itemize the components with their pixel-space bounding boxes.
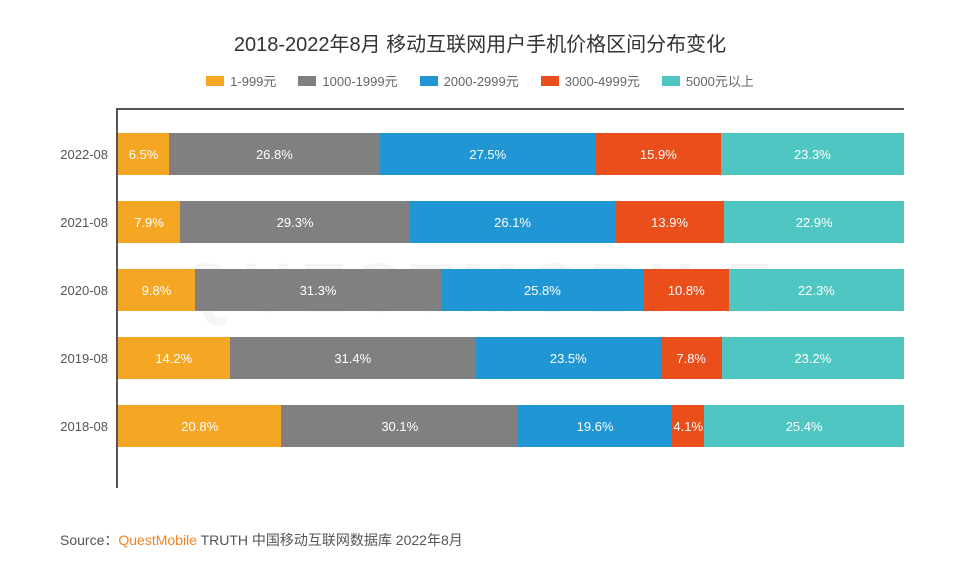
stacked-bar: 9.8% 31.3% 25.8% 10.8% 22.3% [118, 269, 904, 311]
source-prefix: Source： [60, 532, 118, 548]
stacked-bar: 14.2% 31.4% 23.5% 7.8% 23.2% [118, 337, 904, 379]
bar-segment: 22.9% [724, 201, 904, 243]
legend-label: 2000-2999元 [444, 71, 519, 90]
bar-segment: 31.4% [230, 337, 477, 379]
legend-item: 3000-4999元 [541, 71, 640, 90]
segment-value: 22.9% [796, 215, 833, 230]
legend-label: 1000-1999元 [322, 71, 397, 90]
chart-container: QUESTMOBILE 2018-2022年8月 移动互联网用户手机价格区间分布… [0, 0, 960, 576]
segment-value: 23.3% [794, 147, 831, 162]
legend-item: 5000元以上 [662, 71, 754, 90]
bar-row: 2022-086.5%26.8%27.5%15.9%23.3% [118, 124, 904, 184]
legend-label: 3000-4999元 [565, 71, 640, 90]
legend-label: 5000元以上 [686, 71, 754, 90]
legend-item: 2000-2999元 [420, 71, 519, 90]
source-brand: QuestMobile [118, 532, 197, 548]
chart-title: 2018-2022年8月 移动互联网用户手机价格区间分布变化 [36, 28, 924, 57]
segment-value: 9.8% [142, 283, 172, 298]
segment-value: 13.9% [651, 215, 688, 230]
segment-value: 20.8% [181, 419, 218, 434]
bar-segment: 25.4% [704, 405, 904, 447]
stacked-bar: 7.9% 29.3% 26.1% 13.9% 22.9% [118, 201, 904, 243]
segment-value: 26.1% [494, 215, 531, 230]
legend-swatch [298, 76, 316, 86]
bar-segment: 13.9% [615, 201, 724, 243]
bar-row: 2019-0814.2%31.4%23.5%7.8%23.2% [118, 328, 904, 388]
category-label: 2018-08 [38, 419, 108, 434]
bar-row: 2018-0820.8%30.1%19.6%4.1%25.4% [118, 396, 904, 456]
bar-segment: 7.9% [118, 201, 180, 243]
category-label: 2022-08 [38, 147, 108, 162]
segment-value: 7.9% [134, 215, 164, 230]
legend: 1-999元 1000-1999元 2000-2999元 3000-4999元 5000… [36, 71, 924, 90]
legend-swatch [420, 76, 438, 86]
bar-segment: 23.3% [721, 133, 904, 175]
legend-swatch [541, 76, 559, 86]
bar-segment: 7.8% [661, 337, 722, 379]
segment-value: 7.8% [676, 351, 706, 366]
bar-segment: 4.1% [672, 405, 704, 447]
segment-value: 23.5% [550, 351, 587, 366]
legend-label: 1-999元 [230, 71, 276, 90]
segment-value: 25.4% [786, 419, 823, 434]
bar-segment: 9.8% [118, 269, 195, 311]
bar-segment: 19.6% [518, 405, 672, 447]
bar-segment: 14.2% [118, 337, 230, 379]
bar-segment: 26.8% [169, 133, 380, 175]
bar-segment: 10.8% [644, 269, 729, 311]
bar-row: 2021-087.9%29.3%26.1%13.9%22.9% [118, 192, 904, 252]
segment-value: 31.4% [334, 351, 371, 366]
bar-segment: 15.9% [596, 133, 721, 175]
segment-value: 15.9% [640, 147, 677, 162]
segment-value: 25.8% [524, 283, 561, 298]
plot-area: 2022-086.5%26.8%27.5%15.9%23.3%2021-087.… [116, 108, 904, 488]
segment-value: 23.2% [794, 351, 831, 366]
bar-segment: 30.1% [281, 405, 518, 447]
bar-segment: 23.2% [722, 337, 904, 379]
source-rest: TRUTH 中国移动互联网数据库 2022年8月 [197, 532, 463, 548]
segment-value: 10.8% [668, 283, 705, 298]
segment-value: 30.1% [381, 419, 418, 434]
segment-value: 22.3% [798, 283, 835, 298]
bar-segment: 26.1% [410, 201, 615, 243]
category-label: 2021-08 [38, 215, 108, 230]
bar-segment: 27.5% [380, 133, 596, 175]
legend-item: 1000-1999元 [298, 71, 397, 90]
bar-segment: 20.8% [118, 405, 281, 447]
bar-segment: 25.8% [441, 269, 644, 311]
stacked-bar: 20.8% 30.1% 19.6% 4.1% 25.4% [118, 405, 904, 447]
bar-segment: 29.3% [180, 201, 410, 243]
stacked-bar: 6.5% 26.8% 27.5% 15.9% 23.3% [118, 133, 904, 175]
legend-swatch [662, 76, 680, 86]
bar-segment: 31.3% [195, 269, 441, 311]
segment-value: 19.6% [577, 419, 614, 434]
bar-row: 2020-089.8%31.3%25.8%10.8%22.3% [118, 260, 904, 320]
segment-value: 31.3% [300, 283, 337, 298]
bar-segment: 23.5% [476, 337, 661, 379]
bar-segment: 6.5% [118, 133, 169, 175]
segment-value: 14.2% [155, 351, 192, 366]
segment-value: 26.8% [256, 147, 293, 162]
segment-value: 6.5% [129, 147, 159, 162]
segment-value: 4.1% [673, 419, 703, 434]
legend-swatch [206, 76, 224, 86]
category-label: 2020-08 [38, 283, 108, 298]
segment-value: 29.3% [277, 215, 314, 230]
segment-value: 27.5% [469, 147, 506, 162]
legend-item: 1-999元 [206, 71, 276, 90]
source-line: Source：QuestMobile TRUTH 中国移动互联网数据库 2022… [60, 530, 463, 550]
bar-segment: 22.3% [729, 269, 904, 311]
category-label: 2019-08 [38, 351, 108, 366]
